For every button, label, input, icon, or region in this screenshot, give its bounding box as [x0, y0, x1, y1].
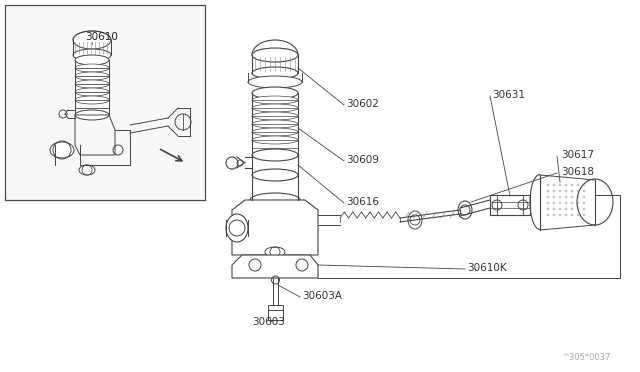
- Ellipse shape: [458, 201, 472, 219]
- Ellipse shape: [73, 49, 111, 61]
- Text: 30603A: 30603A: [302, 291, 342, 301]
- Text: 30616: 30616: [346, 197, 379, 207]
- Text: 30610K: 30610K: [467, 263, 507, 273]
- Ellipse shape: [75, 80, 109, 88]
- Ellipse shape: [252, 120, 298, 128]
- Ellipse shape: [75, 72, 109, 80]
- Text: 30603: 30603: [252, 317, 285, 327]
- Ellipse shape: [248, 76, 302, 88]
- Polygon shape: [232, 255, 318, 278]
- Ellipse shape: [50, 142, 74, 158]
- Ellipse shape: [265, 247, 285, 257]
- Ellipse shape: [252, 136, 298, 144]
- Ellipse shape: [75, 110, 109, 120]
- Ellipse shape: [252, 87, 298, 99]
- Ellipse shape: [250, 193, 300, 207]
- Ellipse shape: [252, 96, 298, 104]
- Ellipse shape: [252, 149, 298, 161]
- Bar: [5, 5, 205, 200]
- Ellipse shape: [75, 55, 109, 65]
- Ellipse shape: [577, 179, 613, 225]
- Text: 30610: 30610: [85, 32, 118, 42]
- Polygon shape: [232, 200, 318, 255]
- Ellipse shape: [73, 31, 111, 49]
- Ellipse shape: [252, 67, 298, 79]
- Ellipse shape: [252, 128, 298, 136]
- Ellipse shape: [252, 112, 298, 120]
- Text: 30602: 30602: [346, 99, 379, 109]
- Text: 30609: 30609: [346, 155, 379, 165]
- Polygon shape: [490, 195, 530, 215]
- Ellipse shape: [75, 64, 109, 72]
- Text: 30618: 30618: [561, 167, 594, 177]
- Text: 30631: 30631: [492, 90, 525, 100]
- Ellipse shape: [75, 88, 109, 96]
- Ellipse shape: [252, 169, 298, 181]
- Bar: [5, 5, 205, 200]
- Ellipse shape: [79, 165, 95, 175]
- Ellipse shape: [75, 96, 109, 104]
- Ellipse shape: [408, 211, 422, 229]
- Ellipse shape: [226, 214, 248, 242]
- Text: 30617: 30617: [561, 150, 594, 160]
- Ellipse shape: [252, 48, 298, 62]
- Ellipse shape: [252, 104, 298, 112]
- Text: ^305*0037: ^305*0037: [562, 353, 610, 362]
